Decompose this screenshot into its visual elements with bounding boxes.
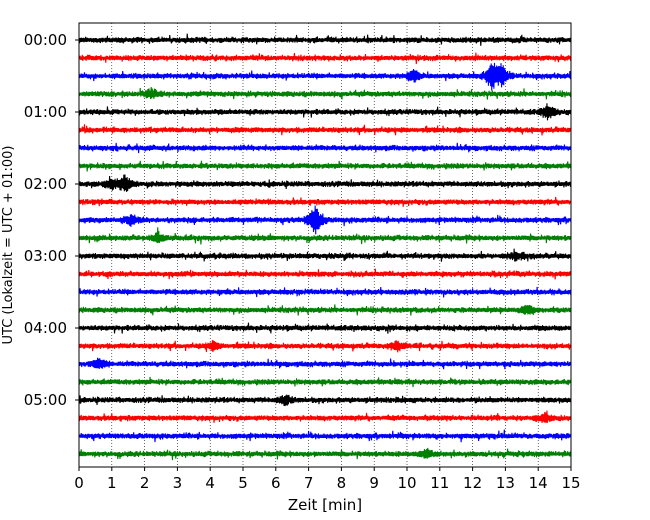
trace-00:00 xyxy=(78,33,572,46)
y-axis-label: UTC (Lokalzeit = UTC + 01:00) xyxy=(1,146,16,345)
x-axis-ticks: 0 1 2 3 4 5 6 7 8 9 10 11 12 13 14 15 xyxy=(74,467,581,492)
x-tick-label-1: 1 xyxy=(107,474,117,492)
x-tick-label-7: 7 xyxy=(304,474,314,492)
trace-03:30 xyxy=(78,286,572,298)
trace-04:45 xyxy=(78,376,572,388)
trace-04:15 xyxy=(78,340,572,353)
trace-02:45 xyxy=(78,227,572,245)
y-tick-label-00:00: 00:00 xyxy=(24,31,67,49)
x-tick-label-0: 0 xyxy=(74,474,84,492)
trace-03:00 xyxy=(78,248,572,262)
seismic-traces xyxy=(78,33,572,461)
trace-01:30 xyxy=(78,142,572,154)
y-axis-ticks: 00:00 01:00 02:00 03:00 04:00 05:00 xyxy=(24,31,79,409)
x-tick-label-14: 14 xyxy=(529,474,548,492)
y-tick-label-04:00: 04:00 xyxy=(24,319,67,337)
trace-02:00 xyxy=(78,174,572,192)
y-tick-label-01:00: 01:00 xyxy=(24,103,67,121)
plot-frame xyxy=(78,22,572,468)
y-tick-label-02:00: 02:00 xyxy=(24,175,67,193)
trace-00:45 xyxy=(78,87,572,100)
trace-01:45 xyxy=(78,160,572,172)
y-tick-label-03:00: 03:00 xyxy=(24,247,67,265)
x-axis-label: Zeit [min] xyxy=(288,496,362,514)
x-tick-label-2: 2 xyxy=(140,474,150,492)
x-tick-label-15: 15 xyxy=(561,474,580,492)
trace-00:15 xyxy=(78,52,572,65)
x-tick-label-11: 11 xyxy=(430,474,449,492)
trace-00:30 xyxy=(78,62,572,91)
x-tick-label-13: 13 xyxy=(496,474,515,492)
x-tick-label-3: 3 xyxy=(173,474,183,492)
x-tick-label-10: 10 xyxy=(397,474,416,492)
trace-01:15 xyxy=(78,124,572,136)
trace-05:30 xyxy=(78,429,572,443)
trace-03:45 xyxy=(78,304,572,316)
x-tick-label-8: 8 xyxy=(337,474,347,492)
trace-05:15 xyxy=(78,410,572,424)
x-tick-label-4: 4 xyxy=(205,474,215,492)
y-tick-label-05:00: 05:00 xyxy=(24,391,67,409)
trace-05:00 xyxy=(78,394,572,407)
x-tick-label-9: 9 xyxy=(369,474,379,492)
minute-gridlines xyxy=(111,23,539,467)
x-tick-label-5: 5 xyxy=(238,474,248,492)
trace-04:00 xyxy=(78,322,572,334)
trace-02:15 xyxy=(78,196,572,207)
trace-02:30 xyxy=(78,205,572,235)
trace-04:30 xyxy=(78,357,572,370)
trace-05:45 xyxy=(78,447,572,461)
x-tick-label-12: 12 xyxy=(463,474,482,492)
x-tick-label-6: 6 xyxy=(271,474,281,492)
trace-03:15 xyxy=(78,268,572,280)
trace-01:00 xyxy=(78,103,572,121)
